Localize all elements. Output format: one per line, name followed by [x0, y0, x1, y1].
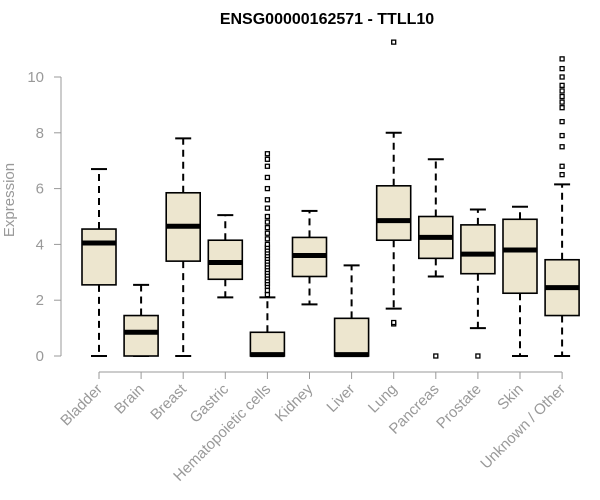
- box-1: [123, 283, 159, 357]
- box-11: [544, 56, 580, 357]
- outlier-point: [559, 163, 565, 169]
- x-category-label: Brain: [111, 381, 148, 418]
- outlier-point: [559, 144, 565, 150]
- boxes-group: [81, 39, 580, 359]
- iqr-box: [207, 239, 244, 281]
- y-tick-label: 2: [36, 292, 44, 309]
- outlier-point: [559, 56, 565, 62]
- outlier-point: [559, 65, 565, 72]
- outlier-point: [433, 353, 439, 359]
- outlier-point: [559, 74, 565, 80]
- x-category-label: Kidney: [272, 380, 317, 425]
- outlier-point: [559, 88, 565, 94]
- y-tick-label: 6: [36, 181, 44, 198]
- iqr-box: [123, 314, 159, 357]
- box-9: [460, 208, 496, 359]
- outlier-point: [264, 156, 271, 162]
- iqr-box: [460, 224, 496, 275]
- outlier-point: [559, 171, 565, 178]
- box-10: [502, 205, 538, 357]
- iqr-box: [81, 228, 117, 286]
- outlier-point: [264, 213, 271, 220]
- box-6: [333, 264, 370, 358]
- outlier-point: [264, 287, 271, 294]
- outlier-point: [559, 118, 565, 125]
- box-5: [291, 209, 328, 306]
- outlier-point: [264, 185, 271, 192]
- outlier-point: [264, 205, 271, 211]
- y-tick-label: 4: [36, 236, 44, 253]
- outlier-point: [559, 93, 565, 100]
- box-3: [207, 214, 244, 299]
- y-tick-label: 0: [36, 348, 44, 365]
- box-4: [249, 151, 286, 358]
- outlier-point: [559, 105, 565, 111]
- outlier-point: [264, 241, 271, 248]
- outlier-point: [391, 39, 397, 45]
- box-0: [81, 168, 117, 357]
- outlier-point: [559, 132, 565, 139]
- outlier-point: [264, 174, 271, 181]
- outlier-point: [264, 225, 271, 231]
- outlier-point: [264, 236, 271, 242]
- outlier-point: [559, 82, 565, 89]
- box-8: [417, 158, 454, 359]
- outlier-point: [264, 151, 271, 157]
- iqr-box: [502, 218, 538, 295]
- x-category-label: Breast: [147, 380, 190, 423]
- box-7: [375, 39, 412, 327]
- x-category-label: Lung: [365, 381, 401, 417]
- chart-title: ENSG00000162571 - TTLL10: [220, 11, 434, 28]
- iqr-box: [375, 185, 412, 242]
- x-category-label: Skin: [494, 381, 527, 414]
- outlier-point: [264, 291, 271, 298]
- outlier-point: [391, 319, 397, 326]
- outlier-point: [264, 219, 271, 225]
- outlier-point: [559, 99, 565, 105]
- x-category-label: Prostate: [433, 381, 485, 433]
- outlier-point: [264, 197, 271, 203]
- outlier-point: [264, 230, 271, 236]
- x-category-label: Liver: [323, 381, 358, 416]
- iqr-box: [333, 317, 370, 357]
- y-axis-ticks: 0 2 4 6 8 10: [27, 69, 61, 365]
- y-tick-label: 8: [36, 125, 44, 142]
- y-tick-label: 10: [27, 69, 44, 86]
- x-category-label: Bladder: [57, 381, 106, 430]
- y-axis-label: Expression: [1, 163, 18, 237]
- outlier-point: [475, 353, 481, 359]
- box-2: [165, 137, 201, 357]
- outlier-point: [264, 163, 271, 169]
